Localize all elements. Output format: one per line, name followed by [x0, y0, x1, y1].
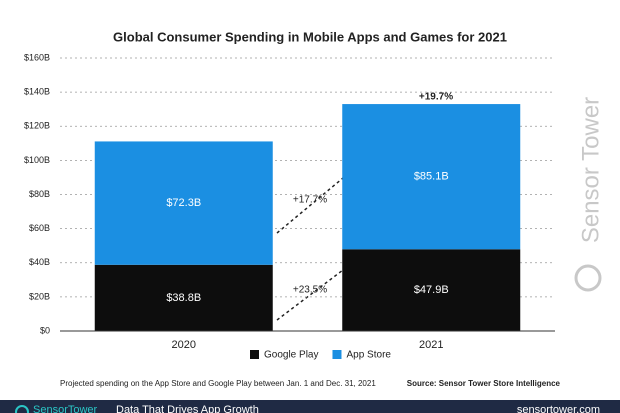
value-label: $72.3B [166, 197, 201, 209]
legend-label: App Store [346, 350, 391, 361]
value-label: $38.8B [166, 292, 201, 304]
bar-segment [94, 141, 273, 265]
bar-segment [342, 104, 521, 250]
y-tick-label: $60B [29, 223, 50, 233]
y-tick-label: $140B [24, 87, 50, 97]
y-tick-label: $0 [40, 325, 50, 335]
footer-bar [0, 400, 620, 413]
chart-title: Global Consumer Spending in Mobile Apps … [113, 29, 507, 44]
footer-brand: SensorTower [33, 404, 98, 413]
x-tick-label: 2021 [419, 339, 443, 351]
bar-segment [342, 249, 521, 331]
note: Projected spending on the App Store and … [60, 379, 376, 388]
legend-swatch [332, 350, 342, 359]
watermark-logo [574, 264, 602, 292]
legend-swatch [250, 350, 259, 359]
y-tick-label: $160B [24, 52, 50, 62]
y-tick-label: $20B [29, 291, 50, 301]
source: Source: Sensor Tower Store Intelligence [407, 379, 561, 388]
value-label: $85.1B [414, 171, 449, 183]
footer-logo [15, 405, 29, 413]
footer-url: sensortower.com [517, 404, 600, 413]
x-tick-label: 2020 [172, 339, 196, 351]
growth-connector [276, 177, 344, 234]
annotation: +17.7% [293, 195, 327, 206]
y-tick-label: $100B [24, 155, 50, 165]
y-tick-label: $80B [29, 189, 50, 199]
footer-tagline: Data That Drives App Growth [116, 404, 259, 413]
y-tick-label: $40B [29, 257, 50, 267]
growth-connector [276, 269, 344, 321]
y-tick-label: $120B [24, 121, 50, 131]
legend-label: Google Play [264, 350, 318, 361]
watermark: Sensor Tower [577, 97, 604, 243]
annotation: +23.5% [293, 285, 327, 296]
annotation: +19.7% [419, 92, 453, 103]
value-label: $47.9B [414, 284, 449, 296]
bar-segment [94, 264, 273, 331]
